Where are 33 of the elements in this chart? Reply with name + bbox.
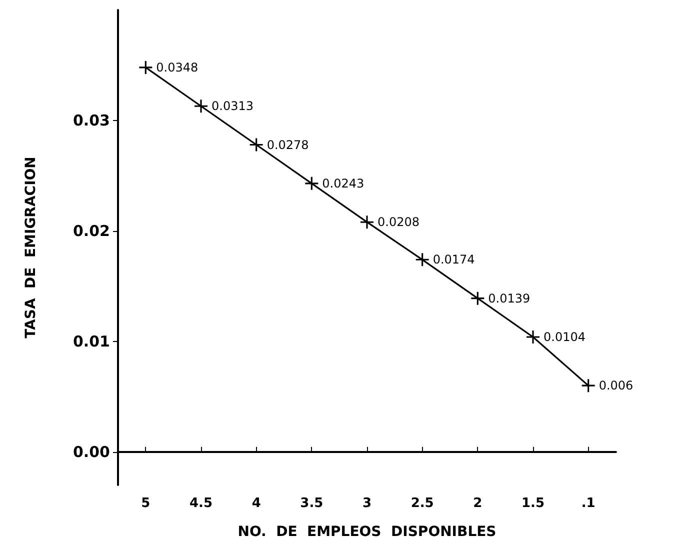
point <box>526 330 540 344</box>
point <box>416 253 429 266</box>
point <box>305 176 318 190</box>
x-tick-label: 4.5 <box>189 496 213 511</box>
point <box>139 60 152 74</box>
data-label: 0.0348 <box>156 60 198 74</box>
data-label: 0.006 <box>598 378 634 393</box>
point <box>360 216 374 229</box>
data-label: 0.0278 <box>266 138 309 152</box>
y-tick-label: 0.02 <box>72 222 110 240</box>
x-tick-label: .1 <box>581 496 596 511</box>
data-label: 0.0139 <box>488 291 530 306</box>
x-tick-label: 5 <box>141 496 150 511</box>
x-tick-label: 2 <box>473 496 482 511</box>
x-tick-label: 3 <box>362 496 372 511</box>
y-tick-label: 0.01 <box>72 332 110 350</box>
x-tick-label: 2.5 <box>410 496 434 511</box>
x-tick-label: 4 <box>252 496 261 511</box>
x-axis-title: NO. DE EMPLEOS DISPONIBLES <box>238 524 496 540</box>
y-tick-label: 0.00 <box>72 442 110 461</box>
point <box>250 138 263 152</box>
point <box>582 379 595 392</box>
point <box>194 100 208 113</box>
y-axis-title: TASA DE EMIGRACION <box>23 156 39 338</box>
data-label: 0.0243 <box>322 176 364 190</box>
data-label: 0.0104 <box>544 330 586 344</box>
point <box>471 292 484 305</box>
data-label: 0.0313 <box>212 99 254 114</box>
data-label: 0.0208 <box>378 215 420 230</box>
x-tick-label: 3.5 <box>300 496 324 511</box>
y-tick-label: 0.03 <box>72 111 110 130</box>
data-label: 0.0174 <box>432 252 475 267</box>
x-tick-label: 1.5 <box>521 496 545 511</box>
